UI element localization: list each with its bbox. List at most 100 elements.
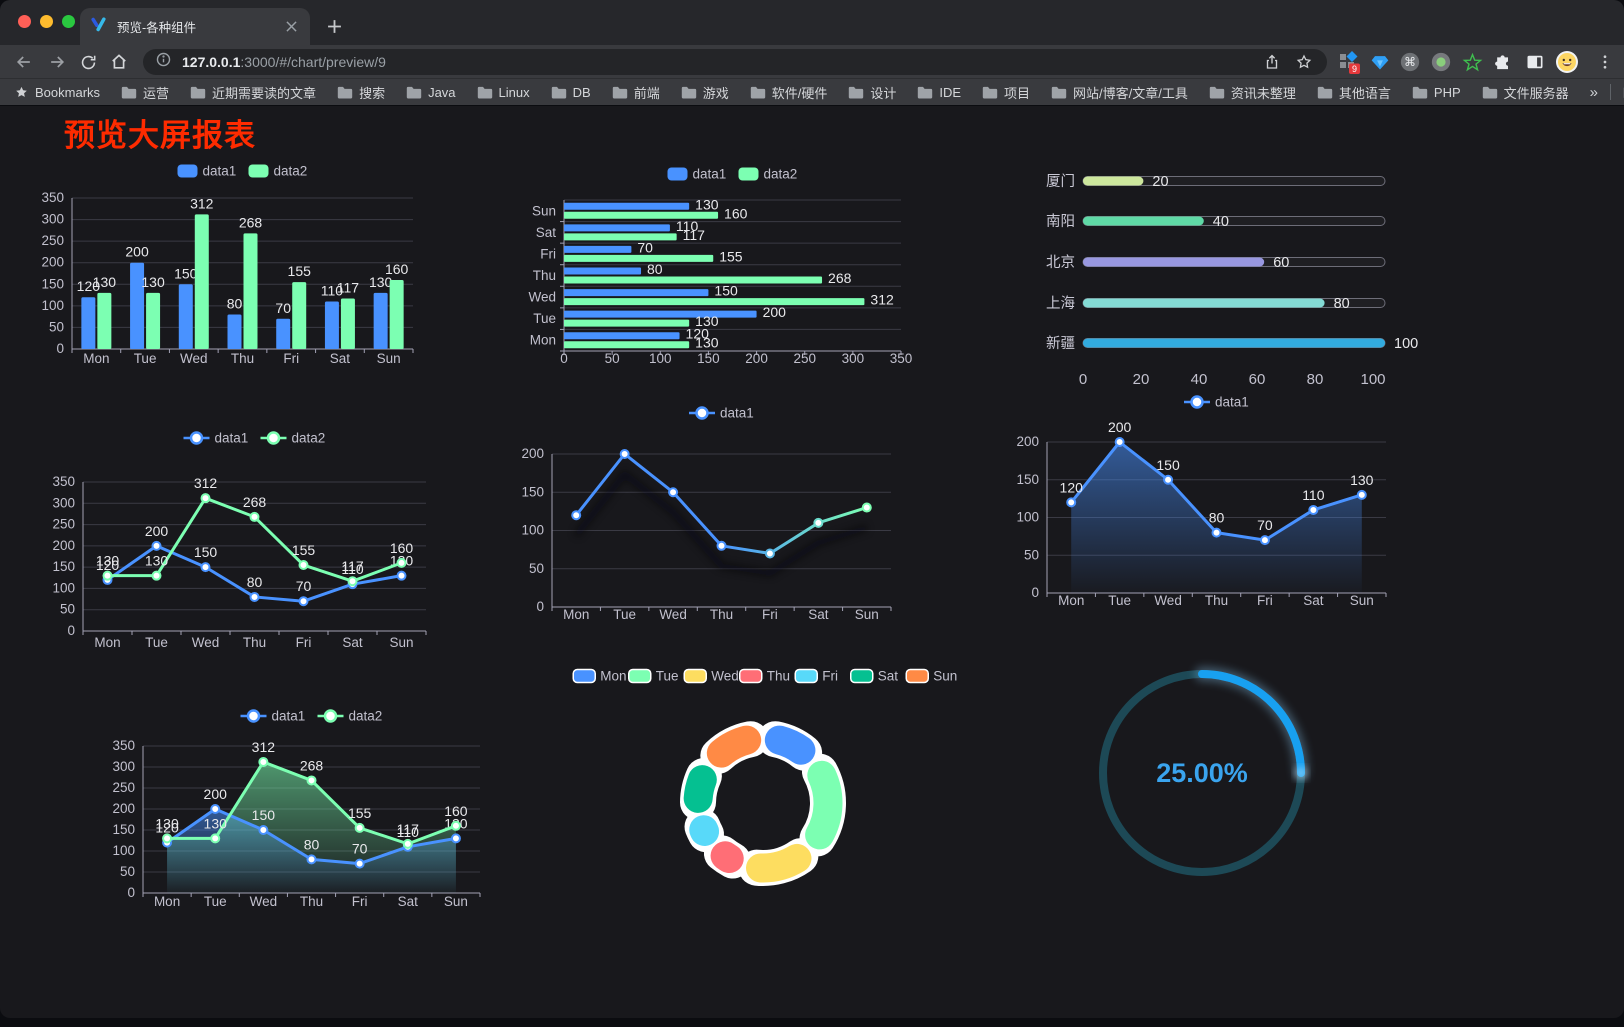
bookmarks-overflow-chevron[interactable]: » xyxy=(1589,83,1599,101)
bookmark-folder-DB[interactable]: DB xyxy=(551,85,591,100)
svg-text:Tue: Tue xyxy=(134,351,157,366)
svg-text:120: 120 xyxy=(77,278,101,294)
svg-text:Sat: Sat xyxy=(342,635,363,650)
svg-text:60: 60 xyxy=(1273,255,1289,271)
svg-text:117: 117 xyxy=(341,558,364,574)
svg-text:Sun: Sun xyxy=(377,351,401,366)
site-favicon-icon xyxy=(90,16,107,38)
svg-text:Tue: Tue xyxy=(656,669,679,684)
window-zoom-button[interactable] xyxy=(62,15,75,28)
bookmarks-label: Bookmarks xyxy=(35,84,101,100)
legend-item-Sat[interactable]: Sat xyxy=(850,669,899,684)
bookmark-folder-PHP[interactable]: PHP xyxy=(1412,85,1461,100)
bookmark-folder-IDE[interactable]: IDE xyxy=(917,85,961,100)
legend-item-data1[interactable]: data1 xyxy=(183,431,249,446)
new-tab-button[interactable] xyxy=(322,14,346,38)
legend-item-data1[interactable]: data1 xyxy=(177,164,237,179)
svg-text:50: 50 xyxy=(120,864,135,879)
svg-text:110: 110 xyxy=(397,824,420,840)
tab-close-icon[interactable] xyxy=(282,18,300,36)
bookmarks-manager-item[interactable]: Bookmarks xyxy=(14,85,100,100)
sidebar-toggle-icon[interactable] xyxy=(1522,49,1548,75)
home-button[interactable] xyxy=(107,50,131,74)
bookmark-folder-前端[interactable]: 前端 xyxy=(612,83,660,102)
svg-text:50: 50 xyxy=(49,319,64,334)
legend-item-Tue[interactable]: Tue xyxy=(628,669,679,684)
svg-text:40: 40 xyxy=(1191,371,1208,388)
legend-item-data2[interactable]: data2 xyxy=(317,709,383,724)
bookmark-folder-运营[interactable]: 运营 xyxy=(121,83,169,102)
extension-puzzle-icon[interactable] xyxy=(1490,49,1516,75)
svg-text:150: 150 xyxy=(1016,472,1039,487)
bookmark-folder-游戏[interactable]: 游戏 xyxy=(681,83,729,102)
extension-grid-icon[interactable]: 9 xyxy=(1336,49,1362,75)
legend-item-Fri[interactable]: Fri xyxy=(794,669,838,684)
extension-command-icon[interactable]: ⌘ xyxy=(1397,49,1423,75)
extension-star-icon[interactable] xyxy=(1459,49,1485,75)
svg-text:Fri: Fri xyxy=(283,351,299,366)
address-bar[interactable]: 127.0.0.1:3000/#/chart/preview/9 xyxy=(143,49,1327,75)
svg-text:117: 117 xyxy=(397,821,420,837)
share-icon[interactable] xyxy=(1261,51,1283,73)
back-button[interactable] xyxy=(12,50,36,74)
bookmark-folder-近期需要读的文章[interactable]: 近期需要读的文章 xyxy=(190,83,316,102)
bookmark-folder-文件服务器[interactable]: 文件服务器 xyxy=(1482,83,1569,102)
svg-text:350: 350 xyxy=(112,738,135,753)
browser-menu-icon[interactable] xyxy=(1592,49,1618,75)
legend-item-data1[interactable]: data1 xyxy=(1184,395,1249,410)
svg-text:100: 100 xyxy=(52,580,75,595)
browser-tab[interactable]: 预览-各种组件 xyxy=(80,8,310,45)
svg-text:20: 20 xyxy=(1152,174,1168,190)
legend-item-Wed[interactable]: Wed xyxy=(683,669,739,684)
bookmark-folder-项目[interactable]: 项目 xyxy=(982,83,1030,102)
window-close-button[interactable] xyxy=(18,15,31,28)
svg-text:data1: data1 xyxy=(215,431,249,446)
legend-item-data2[interactable]: data2 xyxy=(260,431,326,446)
bookmark-folder-Java[interactable]: Java xyxy=(406,85,456,100)
svg-text:110: 110 xyxy=(676,218,699,234)
legend-item-Mon[interactable]: Mon xyxy=(572,669,627,684)
bookmark-folder-资讯未整理[interactable]: 资讯未整理 xyxy=(1209,83,1296,102)
page-title: 预览大屏报表 xyxy=(64,118,256,153)
site-info-icon[interactable] xyxy=(155,51,172,73)
legend-item-Sun[interactable]: Sun xyxy=(905,669,957,684)
svg-text:100: 100 xyxy=(112,843,135,858)
svg-text:300: 300 xyxy=(112,759,135,774)
extension-gem-icon[interactable] xyxy=(1367,49,1393,75)
legend-item-data1[interactable]: data1 xyxy=(667,167,727,182)
svg-text:268: 268 xyxy=(828,270,852,286)
tab-strip: 预览-各种组件 xyxy=(0,0,1624,45)
svg-text:160: 160 xyxy=(390,540,414,556)
bookmark-star-icon[interactable] xyxy=(1293,51,1315,73)
svg-text:350: 350 xyxy=(41,190,64,205)
svg-text:120: 120 xyxy=(155,820,179,836)
bookmark-folder-网站/博客/文章/工具[interactable]: 网站/博客/文章/工具 xyxy=(1051,83,1188,102)
chart-ring-progress: 25.00% xyxy=(1080,651,1330,901)
svg-text:160: 160 xyxy=(385,261,409,277)
profile-avatar[interactable] xyxy=(1554,49,1580,75)
svg-text:250: 250 xyxy=(52,517,75,532)
forward-button[interactable] xyxy=(45,50,69,74)
window-minimize-button[interactable] xyxy=(40,15,53,28)
extension-record-icon[interactable] xyxy=(1428,49,1454,75)
svg-text:80: 80 xyxy=(247,574,263,590)
svg-text:25.00%: 25.00% xyxy=(1156,758,1248,788)
svg-text:117: 117 xyxy=(337,280,360,296)
bookmark-folder-搜索[interactable]: 搜索 xyxy=(337,83,385,102)
legend-item-data2[interactable]: data2 xyxy=(738,167,798,182)
legend-item-data1[interactable]: data1 xyxy=(240,709,306,724)
bookmark-folder-其他语言[interactable]: 其他语言 xyxy=(1317,83,1391,102)
bookmark-folder-设计[interactable]: 设计 xyxy=(848,83,896,102)
svg-text:80: 80 xyxy=(647,261,663,277)
bookmark-folder-软件/硬件[interactable]: 软件/硬件 xyxy=(750,83,827,102)
svg-text:Mon: Mon xyxy=(563,607,589,622)
svg-text:Tue: Tue xyxy=(145,635,168,650)
legend-item-data1[interactable]: data1 xyxy=(689,406,754,421)
legend-item-Thu[interactable]: Thu xyxy=(739,669,790,684)
bookmark-folder-Linux[interactable]: Linux xyxy=(477,85,530,100)
svg-text:Thu: Thu xyxy=(1205,593,1228,608)
reload-button[interactable] xyxy=(76,50,100,74)
svg-text:Thu: Thu xyxy=(243,635,266,650)
svg-text:Fri: Fri xyxy=(762,607,778,622)
legend-item-data2[interactable]: data2 xyxy=(248,164,308,179)
